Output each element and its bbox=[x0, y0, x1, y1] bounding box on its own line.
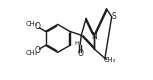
Text: N: N bbox=[91, 32, 97, 41]
Text: CH₃: CH₃ bbox=[103, 57, 115, 63]
Text: O: O bbox=[77, 49, 83, 58]
Text: CH₃: CH₃ bbox=[26, 50, 38, 56]
Text: S: S bbox=[111, 12, 116, 21]
Text: CH₃: CH₃ bbox=[26, 21, 38, 27]
Text: O: O bbox=[34, 46, 40, 55]
Text: H: H bbox=[75, 41, 79, 46]
Text: O: O bbox=[34, 22, 40, 31]
